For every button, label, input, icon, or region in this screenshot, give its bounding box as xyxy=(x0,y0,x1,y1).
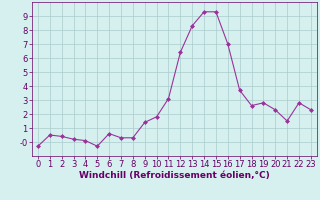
X-axis label: Windchill (Refroidissement éolien,°C): Windchill (Refroidissement éolien,°C) xyxy=(79,171,270,180)
